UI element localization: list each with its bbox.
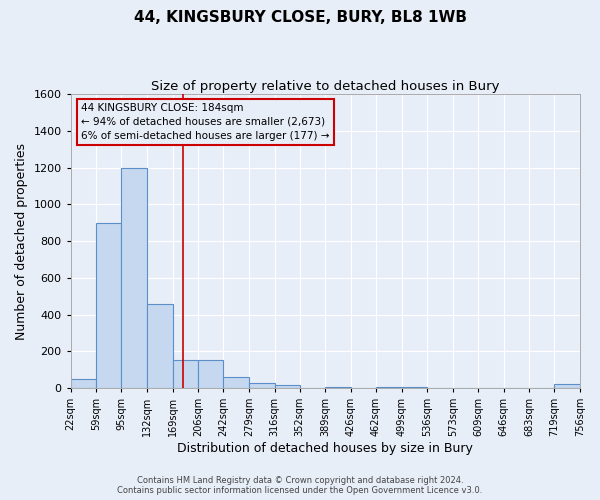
Bar xyxy=(325,387,351,388)
Text: 44 KINGSBURY CLOSE: 184sqm
← 94% of detached houses are smaller (2,673)
6% of se: 44 KINGSBURY CLOSE: 184sqm ← 94% of deta… xyxy=(81,103,329,141)
Bar xyxy=(147,304,173,388)
Bar xyxy=(223,377,249,388)
Bar xyxy=(97,222,121,388)
Bar xyxy=(121,168,147,388)
Bar xyxy=(71,379,97,388)
Bar xyxy=(376,387,401,388)
Bar xyxy=(173,360,199,388)
Title: Size of property relative to detached houses in Bury: Size of property relative to detached ho… xyxy=(151,80,500,93)
Text: Contains HM Land Registry data © Crown copyright and database right 2024.
Contai: Contains HM Land Registry data © Crown c… xyxy=(118,476,482,495)
Bar xyxy=(401,387,427,388)
Text: 44, KINGSBURY CLOSE, BURY, BL8 1WB: 44, KINGSBURY CLOSE, BURY, BL8 1WB xyxy=(133,10,467,25)
Bar xyxy=(249,382,275,388)
Bar xyxy=(275,386,299,388)
X-axis label: Distribution of detached houses by size in Bury: Distribution of detached houses by size … xyxy=(178,442,473,455)
Bar xyxy=(554,384,580,388)
Y-axis label: Number of detached properties: Number of detached properties xyxy=(15,142,28,340)
Bar xyxy=(199,360,223,388)
